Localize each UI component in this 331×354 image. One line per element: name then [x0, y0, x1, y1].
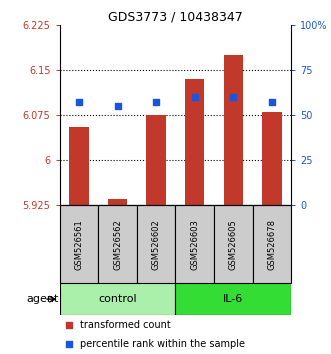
- FancyBboxPatch shape: [60, 283, 175, 315]
- FancyBboxPatch shape: [214, 205, 253, 283]
- Text: percentile rank within the sample: percentile rank within the sample: [80, 339, 245, 349]
- FancyBboxPatch shape: [98, 205, 137, 283]
- Point: [76, 99, 81, 105]
- Point: [66, 341, 71, 347]
- Text: GSM526605: GSM526605: [229, 219, 238, 270]
- Text: GSM526678: GSM526678: [267, 219, 276, 270]
- FancyBboxPatch shape: [175, 283, 291, 315]
- Bar: [108, 199, 127, 205]
- Point: [66, 322, 71, 328]
- Point: [269, 99, 275, 105]
- Text: GSM526602: GSM526602: [152, 219, 161, 270]
- Text: agent: agent: [27, 294, 59, 304]
- Bar: [262, 112, 282, 205]
- Point: [231, 94, 236, 100]
- FancyBboxPatch shape: [60, 205, 98, 283]
- FancyBboxPatch shape: [137, 205, 175, 283]
- Text: control: control: [98, 294, 137, 304]
- FancyBboxPatch shape: [175, 205, 214, 283]
- Text: GSM526562: GSM526562: [113, 219, 122, 270]
- Text: GSM526561: GSM526561: [74, 219, 83, 270]
- Point: [192, 94, 197, 100]
- Text: IL-6: IL-6: [223, 294, 244, 304]
- FancyBboxPatch shape: [253, 205, 291, 283]
- Bar: [185, 79, 204, 205]
- Text: GSM526603: GSM526603: [190, 219, 199, 270]
- Bar: [146, 115, 166, 205]
- Point: [154, 99, 159, 105]
- Bar: [224, 55, 243, 205]
- Title: GDS3773 / 10438347: GDS3773 / 10438347: [108, 11, 243, 24]
- Point: [115, 103, 120, 109]
- Text: transformed count: transformed count: [80, 320, 171, 330]
- Bar: [69, 127, 88, 205]
